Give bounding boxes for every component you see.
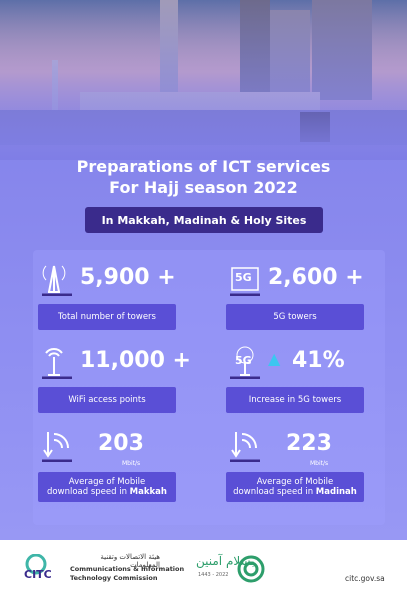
icon-graphic	[42, 265, 72, 297]
url: citc.gov.sa	[345, 574, 385, 583]
title: For Hajj season 2022	[109, 178, 298, 197]
stat-label-box: Increase in 5G towers	[226, 387, 364, 413]
stat-value: 2,600 +	[268, 265, 364, 290]
stat-icon	[230, 262, 262, 297]
stat-value: 223	[286, 431, 332, 456]
stat-label: Average of Mobile	[256, 477, 334, 487]
stat-icon	[42, 428, 74, 463]
stat-label: Average of Mobile	[68, 477, 146, 487]
stat-label: Increase in 5G towers	[248, 395, 342, 405]
stat-value: 41%	[292, 348, 345, 373]
org-name: Technology Commission	[70, 574, 158, 582]
stat-value: 5,900 +	[80, 265, 176, 290]
stat-label-box: 5G towers	[226, 304, 364, 330]
stat-icon	[42, 345, 74, 380]
stat-label-line: download speed in Madinah	[226, 487, 364, 497]
stat-label-box: WiFi access points	[38, 387, 176, 413]
stat-label-box: Average of Mobile download speed in Makka…	[38, 472, 176, 502]
org-name: Communications & Information	[70, 565, 185, 573]
footer: CITC هيئة الاتصالات وتقنية المعلومات Com…	[0, 540, 407, 600]
stat-icon	[230, 345, 262, 380]
icon-graphic	[42, 432, 72, 463]
stat-label: download speed in	[233, 487, 314, 497]
org-arabic: هيئة الاتصالات وتقنية المعلومات	[100, 553, 160, 569]
stat-icon	[42, 262, 74, 297]
icon-graphic	[42, 348, 72, 380]
stat-place: Madinah	[315, 487, 357, 497]
title: Preparations of ICT services	[76, 157, 331, 176]
stat-value: 203	[98, 431, 144, 456]
stat-value: 11,000 +	[80, 348, 191, 373]
stat-label: download speed in	[47, 487, 127, 497]
stat-place: Makkah	[129, 487, 167, 497]
increase-arrow: ▲	[268, 349, 281, 368]
icon-graphic	[230, 267, 260, 297]
subtitle-badge: In Makkah, Madinah & Holy Sites	[85, 207, 323, 233]
stat-label: WiFi access points	[68, 395, 146, 405]
logo-text: CITC	[24, 568, 52, 581]
citc-logo: CITC	[24, 554, 52, 581]
header-photo	[0, 0, 407, 160]
campaign-icon	[237, 555, 265, 583]
stat-label-box: Average of Mobile download speed in Madin…	[226, 472, 364, 502]
campaign-years: 1443 - 2022	[198, 572, 229, 578]
stat-label-box: Total number of towers	[38, 304, 176, 330]
stat-label: Total number of towers	[58, 312, 156, 322]
stat-icon	[230, 428, 262, 463]
icon-text: 5G	[235, 271, 252, 284]
stat-label: 5G towers	[273, 312, 317, 322]
stat-unit: Mbit/s	[310, 460, 329, 467]
stat-label-line: download speed in Makkah	[38, 487, 176, 497]
icon-text: 5G	[235, 354, 252, 367]
stat-unit: Mbit/s	[122, 460, 141, 467]
icon-graphic	[230, 346, 260, 380]
icon-graphic	[230, 432, 260, 463]
